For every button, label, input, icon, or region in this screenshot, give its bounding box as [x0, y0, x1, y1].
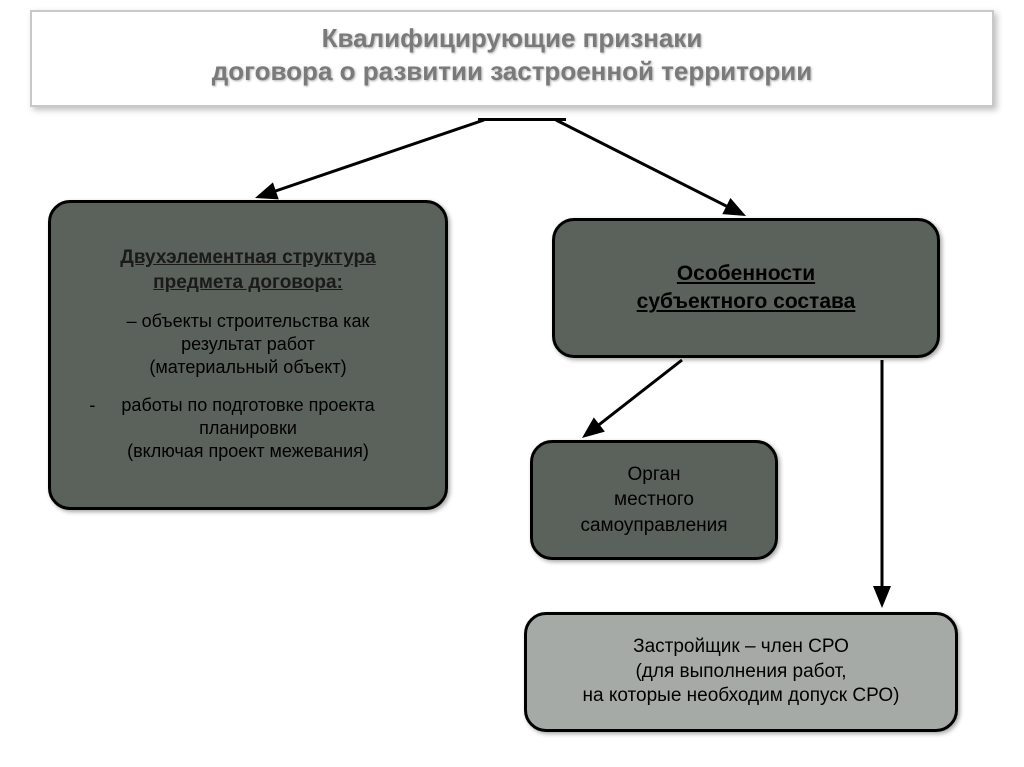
title-line1: Квалифицирующие признаки [52, 22, 972, 55]
node-left-p1-l2: результат работ [181, 334, 315, 354]
node-left-p1: – объекты строительства как результат ра… [127, 310, 370, 380]
title-box: Квалифицирующие признаки договора о разв… [30, 10, 994, 107]
node-right-top: Особенности субъектного состава [552, 218, 940, 358]
node-bottom-l2: (для выполнения работ, [635, 660, 846, 685]
node-left-header-l2: предмета договора: [153, 272, 343, 293]
node-mid: Орган местного самоуправления [530, 440, 778, 560]
node-mid-l1: Орган [628, 462, 681, 488]
node-bottom-l1: Застройщик – член СРО [633, 635, 849, 660]
node-right-top-header: Особенности субъектного состава [637, 260, 856, 317]
node-bottom: Застройщик – член СРО (для выполнения ра… [524, 612, 958, 732]
node-right-top-h1: Особенности [677, 262, 815, 285]
node-left-p1-l3: (материальный объект) [149, 357, 346, 377]
node-left-p2-l1: работы по подготовке проекта [121, 395, 374, 415]
node-bottom-l3: на которые необходим допуск СРО) [583, 684, 900, 709]
node-left: Двухэлементная структура предмета догово… [48, 200, 448, 510]
node-mid-l3: самоуправления [580, 513, 727, 539]
node-left-p2-l2: планировки [199, 418, 297, 438]
node-right-top-h2: субъектного состава [637, 290, 856, 313]
title-underline [478, 118, 566, 121]
node-left-p2-l3: (включая проект межевания) [127, 441, 369, 461]
title-line2: договора о развитии застроенной территор… [52, 55, 972, 88]
node-left-p1-l1: – объекты строительства как [127, 311, 370, 331]
node-mid-l2: местного [614, 487, 694, 513]
node-left-p2-prefix: - [89, 394, 95, 417]
node-left-header: Двухэлементная структура предмета догово… [120, 246, 375, 295]
node-left-header-l1: Двухэлементная структура [120, 247, 375, 268]
node-left-p2: - работы по подготовке проекта планировк… [121, 394, 374, 464]
